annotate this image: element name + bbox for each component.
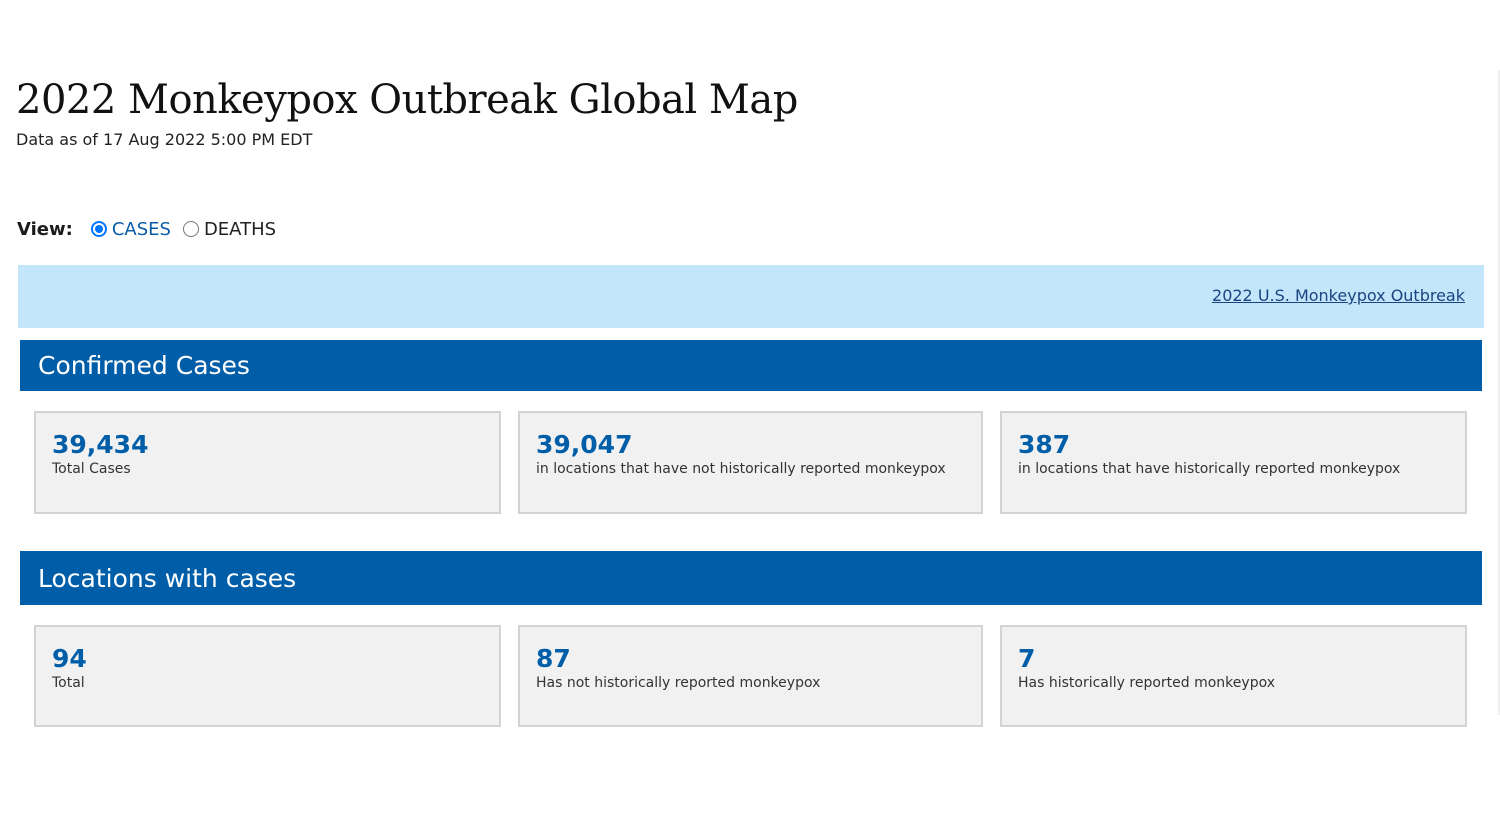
view-label: View: (17, 218, 73, 240)
cases-radio-label[interactable]: CASES (111, 218, 171, 240)
view-option-deaths[interactable]: DEATHS (182, 218, 277, 240)
non-endemic-cases-label: in locations that have not historically … (536, 461, 946, 477)
cases-radio[interactable] (90, 221, 107, 237)
endemic-locations-value: 7 (1018, 644, 1036, 673)
deaths-radio[interactable] (182, 221, 199, 237)
total-cases-label: Total Cases (52, 461, 131, 477)
total-locations-card: 94 Total (34, 625, 501, 727)
endemic-cases-label: in locations that have historically repo… (1018, 461, 1401, 477)
endemic-cases-value: 387 (1018, 430, 1071, 459)
endemic-cases-card: 387 in locations that have historically … (1000, 411, 1467, 514)
view-option-cases[interactable]: CASES (90, 218, 171, 240)
non-endemic-locations-label: Has not historically reported monkeypox (536, 675, 821, 691)
us-outbreak-link[interactable]: 2022 U.S. Monkeypox Outbreak (1212, 286, 1465, 305)
us-outbreak-banner: 2022 U.S. Monkeypox Outbreak (18, 265, 1484, 328)
locations-heading-text: Locations with cases (38, 563, 297, 593)
non-endemic-locations-card: 87 Has not historically reported monkeyp… (518, 625, 983, 727)
endemic-locations-label: Has historically reported monkeypox (1018, 675, 1275, 691)
confirmed-cases-heading: Confirmed Cases (20, 340, 1482, 391)
data-timestamp: Data as of 17 Aug 2022 5:00 PM EDT (16, 130, 313, 149)
deaths-radio-label[interactable]: DEATHS (203, 218, 277, 240)
non-endemic-cases-card: 39,047 in locations that have not histor… (518, 411, 983, 514)
locations-heading: Locations with cases (20, 551, 1482, 605)
total-locations-label: Total (52, 675, 85, 691)
non-endemic-cases-value: 39,047 (536, 430, 633, 459)
view-selector: View: CASES DEATHS (17, 217, 288, 241)
total-cases-card: 39,434 Total Cases (34, 411, 501, 514)
confirmed-cases-heading-text: Confirmed Cases (38, 351, 250, 380)
total-locations-value: 94 (52, 644, 87, 673)
page-edge (1498, 70, 1500, 715)
total-cases-value: 39,434 (52, 430, 149, 459)
endemic-locations-card: 7 Has historically reported monkeypox (1000, 625, 1467, 727)
non-endemic-locations-value: 87 (536, 644, 571, 673)
page-title: 2022 Monkeypox Outbreak Global Map (16, 77, 798, 123)
